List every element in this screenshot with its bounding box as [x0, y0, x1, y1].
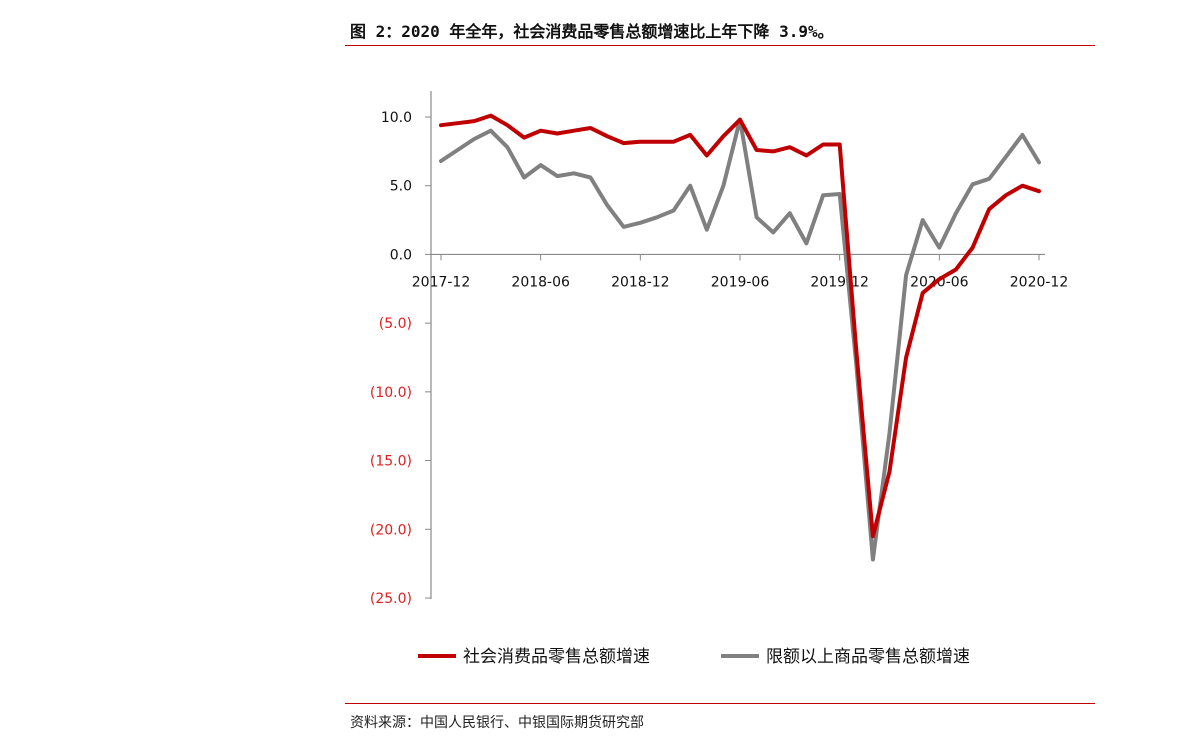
- y-axis-tick-labels: 10.0 5.0 0.0 (5.0) (10.0) (15.0) (20.0) (25.0): [370, 110, 412, 607]
- bottom-rule: [345, 703, 1095, 704]
- source-note: 资料来源：中国人民银行、中银国际期货研究部: [350, 715, 644, 731]
- x-axis-tick-labels: 2017-12 2018-06 2018-12 2019-06 2019-12 2020-…: [412, 274, 1069, 290]
- y-tick-label: (5.0): [379, 316, 412, 332]
- x-tick-label: 2019-06: [711, 274, 770, 290]
- y-tick-label: (25.0): [370, 591, 412, 607]
- figure-title: 图 2：2020 年全年，社会消费品零售总额增速比上年下降 3.9%。: [350, 22, 834, 41]
- x-tick-label: 2018-12: [611, 274, 670, 290]
- y-tick-label: 5.0: [390, 179, 412, 195]
- x-tick-label: 2019-12: [810, 274, 869, 290]
- chart-series-lines: [439, 113, 1041, 562]
- x-tick-label: 2018-06: [511, 274, 570, 290]
- legend-label-2: 限额以上商品零售总额增速: [766, 647, 970, 667]
- y-tick-label: (15.0): [370, 454, 412, 470]
- y-tick-label: (20.0): [370, 522, 412, 538]
- chart-legend: 社会消费品零售总额增速 限额以上商品零售总额增速: [418, 647, 970, 667]
- chart-axes: [425, 91, 1045, 599]
- series-line-1: [439, 113, 1041, 539]
- y-tick-label: (10.0): [370, 385, 412, 401]
- series-line-2: [439, 117, 1041, 562]
- y-tick-label: 10.0: [381, 110, 412, 126]
- title-rule: [345, 45, 1095, 46]
- y-tick-label: 0.0: [390, 247, 412, 263]
- x-tick-label: 2020-06: [910, 274, 969, 290]
- x-tick-label: 2017-12: [412, 274, 471, 290]
- legend-label-1: 社会消费品零售总额增速: [463, 647, 650, 667]
- x-tick-label: 2020-12: [1010, 274, 1069, 290]
